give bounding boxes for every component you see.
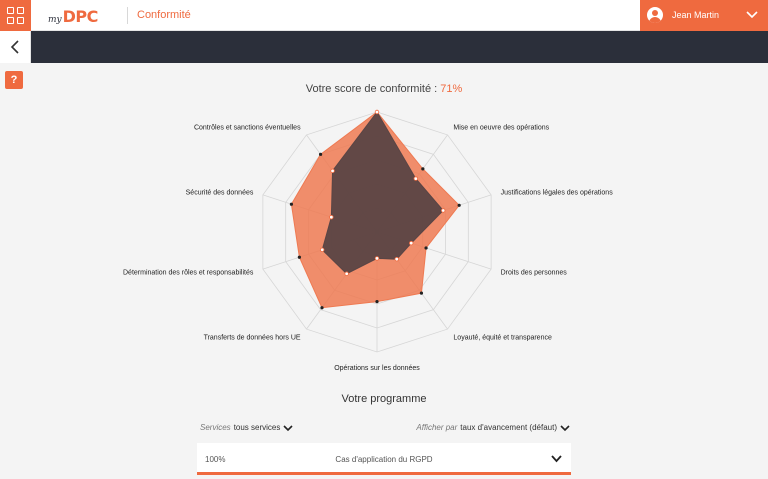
chevron-down-icon[interactable] <box>551 454 562 463</box>
logo-main: DPC <box>62 7 99 26</box>
radar-point <box>374 109 380 115</box>
user-avatar-icon <box>647 7 663 23</box>
sort-filter[interactable]: Afficher par taux d'avancement (défaut) <box>416 423 570 432</box>
radar-point <box>289 202 294 206</box>
radar-point <box>424 246 428 250</box>
chevron-left-icon <box>10 40 19 54</box>
back-button[interactable] <box>0 31 31 63</box>
sort-filter-value: taux d'avancement (défaut) <box>460 423 557 432</box>
program-row-percent: 100% <box>205 455 226 464</box>
top-bar: my DPC Conformité Jean Martin <box>0 0 768 31</box>
radar-point <box>320 306 324 310</box>
program-row-label: Cas d'application du RGPD <box>335 455 433 464</box>
user-menu[interactable]: Jean Martin <box>640 0 768 31</box>
radar-point <box>421 167 425 171</box>
radar-axis-label: Loyauté, équité et transparence <box>453 335 552 342</box>
apps-grid-button[interactable] <box>0 0 31 31</box>
score-label: Votre score de conformité : <box>305 83 438 95</box>
radar-point <box>374 256 380 261</box>
help-button[interactable]: ? <box>5 71 23 89</box>
radar-point <box>329 214 334 220</box>
radar-point <box>419 291 424 295</box>
radar-point <box>320 247 325 252</box>
services-filter-prefix: Services <box>200 423 231 432</box>
compliance-radar-chart: Cas d'application du RGPDMise en oeuvre … <box>123 109 614 372</box>
radar-axis-label: Transferts de données hors UE <box>204 335 301 342</box>
program-row[interactable]: 100% Cas d'application du RGPD <box>197 443 571 475</box>
radar-axis-label: Justifications légales des opérations <box>501 189 614 196</box>
chevron-down-icon <box>560 424 570 431</box>
sub-toolbar <box>31 31 768 63</box>
section-title: Conformité <box>137 9 191 21</box>
radar-point <box>457 203 461 207</box>
radar-point <box>318 152 323 156</box>
radar-axis-label: Sécurité des données <box>186 189 254 196</box>
chevron-down-icon <box>746 11 758 19</box>
score-value: 71% <box>440 83 463 95</box>
app-logo[interactable]: my DPC <box>48 7 99 26</box>
radar-point <box>297 255 301 259</box>
radar-point <box>413 176 418 181</box>
radar-point <box>440 208 446 213</box>
chevron-down-icon <box>283 424 293 431</box>
radar-point <box>330 168 335 174</box>
services-filter-value: tous services <box>233 423 281 432</box>
radar-axis-label: Contrôles et sanctions éventuelles <box>194 124 301 131</box>
radar-axis-label: Détermination des rôles et responsabilit… <box>123 270 254 277</box>
services-filter[interactable]: Services tous services <box>200 423 293 432</box>
logo-prefix: my <box>48 15 62 25</box>
apps-grid-icon <box>7 7 14 14</box>
radar-axis-label: Droits des personnes <box>501 270 568 277</box>
radar-point <box>409 240 414 246</box>
radar-axis-label: Opérations sur les données <box>334 365 420 372</box>
user-name: Jean Martin <box>672 10 720 20</box>
radar-point <box>394 256 399 262</box>
header-divider <box>127 7 128 24</box>
program-title: Votre programme <box>341 393 427 405</box>
radar-point <box>344 271 349 276</box>
sort-filter-prefix: Afficher par <box>416 423 458 432</box>
compliance-score: Votre score de conformité : 71% <box>0 83 768 95</box>
radar-axis-label: Mise en oeuvre des opérations <box>453 124 549 131</box>
radar-point <box>375 300 379 304</box>
